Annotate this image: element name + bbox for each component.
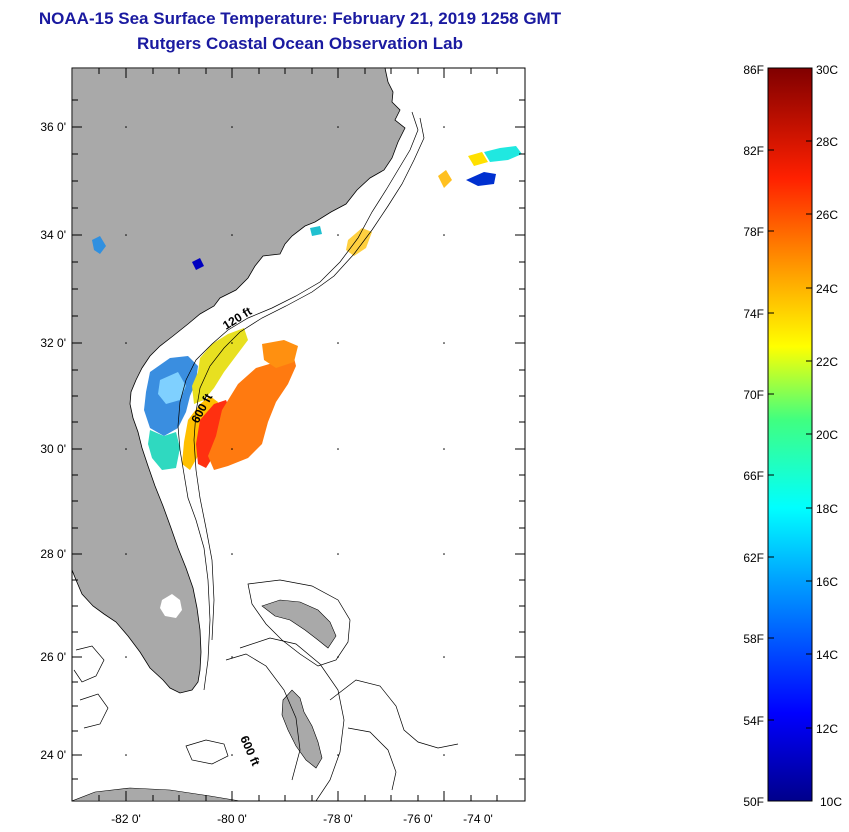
cb-c-18: 18C bbox=[816, 502, 838, 516]
lon-label-74: -74 0' bbox=[463, 812, 493, 826]
lat-label-34: 34 0' bbox=[40, 228, 66, 242]
cb-f-54: 54F bbox=[743, 714, 764, 728]
lon-label-80: -80 0' bbox=[217, 812, 247, 826]
cb-c-30: 30C bbox=[816, 63, 838, 77]
graticule bbox=[125, 126, 445, 756]
lon-label-76: -76 0' bbox=[403, 812, 433, 826]
lat-label-30: 30 0' bbox=[40, 442, 66, 456]
lon-label-82: -82 0' bbox=[111, 812, 141, 826]
lat-label-24: 24 0' bbox=[40, 748, 66, 762]
cb-c-10: 10C bbox=[820, 795, 842, 809]
cb-f-70: 70F bbox=[743, 388, 764, 402]
map-subtitle: Rutgers Coastal Ocean Observation Lab bbox=[137, 34, 463, 53]
cb-c-20: 20C bbox=[816, 428, 838, 442]
grand-bahama bbox=[261, 599, 337, 649]
lat-label-28: 28 0' bbox=[40, 547, 66, 561]
map-title: NOAA-15 Sea Surface Temperature: Februar… bbox=[38, 9, 562, 28]
us-landmass bbox=[72, 68, 406, 694]
cb-f-86: 86F bbox=[743, 63, 764, 77]
cb-f-50: 50F bbox=[743, 795, 764, 809]
cb-c-12: 12C bbox=[816, 722, 838, 736]
cb-c-24: 24C bbox=[816, 282, 838, 296]
cb-c-22: 22C bbox=[816, 355, 838, 369]
bathymetry-contours bbox=[73, 111, 459, 801]
lat-label-36: 36 0' bbox=[40, 120, 66, 134]
sst-data-layer bbox=[92, 146, 522, 470]
colorbar-ticks bbox=[768, 140, 812, 729]
lat-label-32: 32 0' bbox=[40, 336, 66, 350]
cuba-coast bbox=[72, 787, 241, 801]
cb-f-66: 66F bbox=[743, 469, 764, 483]
cb-c-16: 16C bbox=[816, 575, 838, 589]
cb-f-58: 58F bbox=[743, 632, 764, 646]
axis-ticks bbox=[72, 68, 525, 801]
colorbar bbox=[767, 67, 813, 802]
cb-c-14: 14C bbox=[816, 648, 838, 662]
lat-label-26: 26 0' bbox=[40, 650, 66, 664]
cb-c-28: 28C bbox=[816, 135, 838, 149]
cb-f-82: 82F bbox=[743, 144, 764, 158]
cb-c-26: 26C bbox=[816, 208, 838, 222]
lon-label-78: -78 0' bbox=[323, 812, 353, 826]
cb-f-78: 78F bbox=[743, 225, 764, 239]
lake-okeechobee bbox=[160, 594, 182, 618]
cb-f-74: 74F bbox=[743, 307, 764, 321]
cb-f-62: 62F bbox=[743, 551, 764, 565]
